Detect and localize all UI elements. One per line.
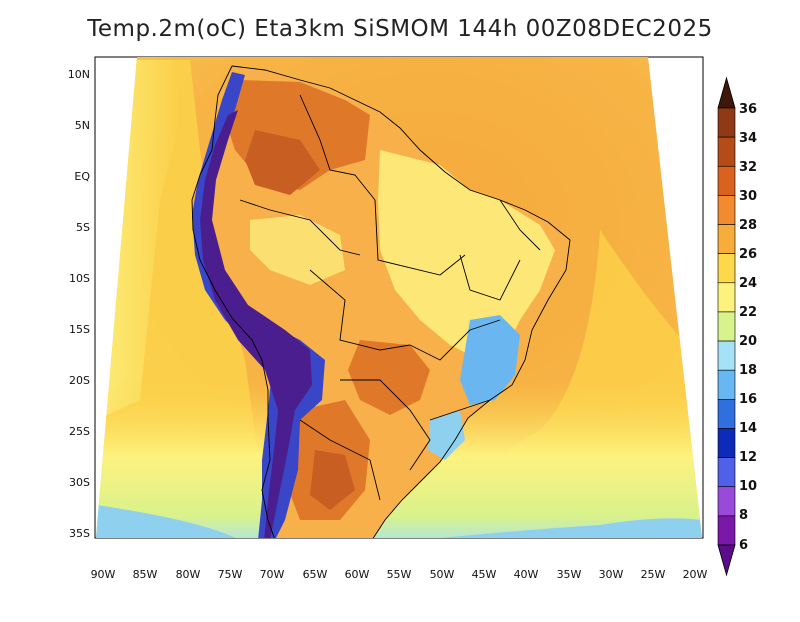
andes-cold: [200, 110, 312, 538]
lon-label: 30W: [599, 568, 624, 581]
brazil-mild-zone: [378, 150, 555, 360]
colorbar-label: 32: [739, 160, 757, 175]
colorbar-label: 30: [739, 189, 757, 204]
lon-label: 60W: [345, 568, 370, 581]
colorbar-label: 14: [739, 421, 757, 436]
colorbar-swatch: [717, 165, 736, 196]
colorbar-label: 18: [739, 363, 757, 378]
south-highlands: [428, 410, 465, 460]
colorbar-bottom-arrow: [717, 544, 736, 577]
colorbar-swatch: [717, 195, 736, 225]
colorbar-label: 26: [739, 247, 757, 262]
colorbar: 36 34 32 30 28 26 24 22 20 18 16 14 12 1…: [717, 76, 757, 577]
lon-label: 70W: [260, 568, 285, 581]
field-layer: [96, 57, 702, 538]
se-highlands: [460, 315, 520, 405]
colorbar-label: 10: [739, 479, 757, 494]
lat-label: 35S: [69, 527, 90, 540]
colorbar-swatch: [717, 486, 736, 517]
lon-label: 40W: [514, 568, 539, 581]
lat-label: 10S: [69, 272, 90, 285]
colorbar-swatch: [717, 282, 736, 313]
lat-label: 15S: [69, 323, 90, 336]
lat-label: 5S: [76, 221, 90, 234]
colorbar-label: 16: [739, 392, 757, 407]
lon-label: 90W: [91, 568, 116, 581]
lat-axis: 10N 5N EQ 5S 10S 15S 20S 25S 30S 35S: [68, 68, 91, 540]
colorbar-label: 6: [739, 538, 748, 553]
northwest-hottest-zone: [245, 130, 320, 195]
colorbar-swatch: [717, 224, 736, 254]
colorbar-label: 22: [739, 305, 757, 320]
political-borders: [191, 65, 571, 538]
lon-label: 35W: [557, 568, 582, 581]
colorbar-swatch: [717, 136, 736, 167]
colorbar-swatch: [717, 399, 736, 429]
map-title: Temp.2m(oC) Eta3km SiSMOM 144h 00Z08DEC2…: [87, 16, 713, 42]
lon-label: 50W: [430, 568, 455, 581]
cold-sw-ocean: [96, 505, 240, 538]
lon-label: 55W: [387, 568, 412, 581]
colorbar-swatch: [717, 457, 736, 488]
colorbar-swatch: [717, 253, 736, 284]
lon-label: 20W: [683, 568, 708, 581]
lat-label: 10N: [68, 68, 90, 81]
lat-label: 20S: [69, 374, 90, 387]
colorbar-label: 36: [739, 102, 757, 117]
lon-label: 45W: [472, 568, 497, 581]
colorbar-swatch: [717, 428, 736, 458]
colorbar-label: 12: [739, 450, 757, 465]
colorbar-top-arrow: [717, 76, 736, 109]
lat-label: 25S: [69, 425, 90, 438]
colorbar-label: 24: [739, 276, 757, 291]
lon-label: 80W: [176, 568, 201, 581]
lat-label: 5N: [75, 119, 90, 132]
lon-label: 25W: [641, 568, 666, 581]
lat-label: EQ: [74, 170, 90, 183]
lon-axis: 90W 85W 80W 75W 70W 65W 60W 55W 50W 45W …: [91, 568, 708, 581]
colorbar-label: 8: [739, 508, 748, 523]
lat-label: 30S: [69, 476, 90, 489]
colorbar-swatch: [717, 369, 736, 400]
lon-label: 75W: [218, 568, 243, 581]
cold-se-ocean: [420, 518, 702, 538]
colorbar-swatch: [717, 515, 736, 546]
south-hottest-zone: [310, 450, 355, 510]
lon-label: 85W: [133, 568, 158, 581]
colorbar-swatch: [717, 311, 736, 342]
amazon-mild-zone: [250, 215, 345, 285]
lon-label: 65W: [303, 568, 328, 581]
colorbar-label: 20: [739, 334, 757, 349]
colorbar-label: 34: [739, 131, 757, 146]
colorbar-label: 28: [739, 218, 757, 233]
center-hot-zone: [348, 340, 430, 415]
colorbar-swatch: [717, 340, 736, 371]
colorbar-swatch: [717, 107, 736, 138]
